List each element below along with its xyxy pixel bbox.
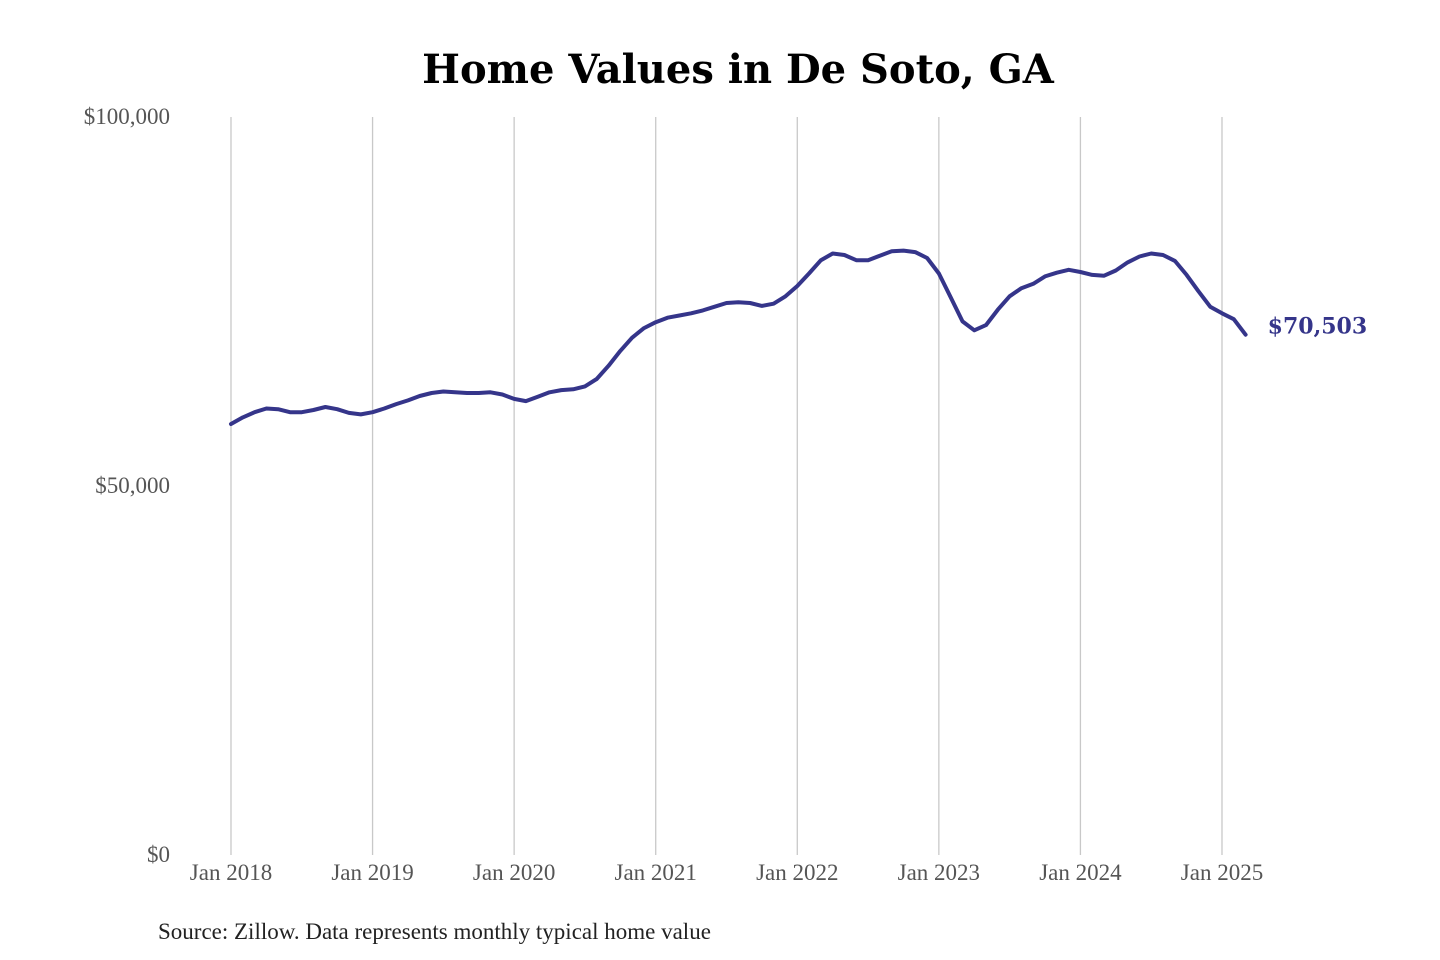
y-tick-label: $0 <box>147 842 170 867</box>
x-tick-label: Jan 2019 <box>331 860 413 885</box>
chart-title: Home Values in De Soto, GA <box>422 46 1055 93</box>
y-axis-ticks: $0 $50,000 $100,000 <box>84 104 170 867</box>
source-note: Source: Zillow. Data represents monthly … <box>158 919 711 944</box>
y-tick-label: $100,000 <box>84 104 170 129</box>
end-value-label: $70,503 <box>1268 314 1368 340</box>
x-tick-label: Jan 2021 <box>615 860 697 885</box>
x-tick-label: Jan 2018 <box>190 860 272 885</box>
y-tick-label: $50,000 <box>95 473 170 498</box>
x-tick-label: Jan 2020 <box>473 860 555 885</box>
x-tick-label: Jan 2024 <box>1039 860 1122 885</box>
x-axis-ticks: Jan 2018 Jan 2019 Jan 2020 Jan 2021 Jan 2022… <box>190 860 1263 885</box>
series-layer <box>229 248 1248 426</box>
series-line <box>229 248 1248 426</box>
x-tick-label: Jan 2022 <box>756 860 838 885</box>
x-tick-label: Jan 2023 <box>898 860 980 885</box>
grid-lines <box>230 117 1223 855</box>
x-tick-label: Jan 2025 <box>1181 860 1263 885</box>
